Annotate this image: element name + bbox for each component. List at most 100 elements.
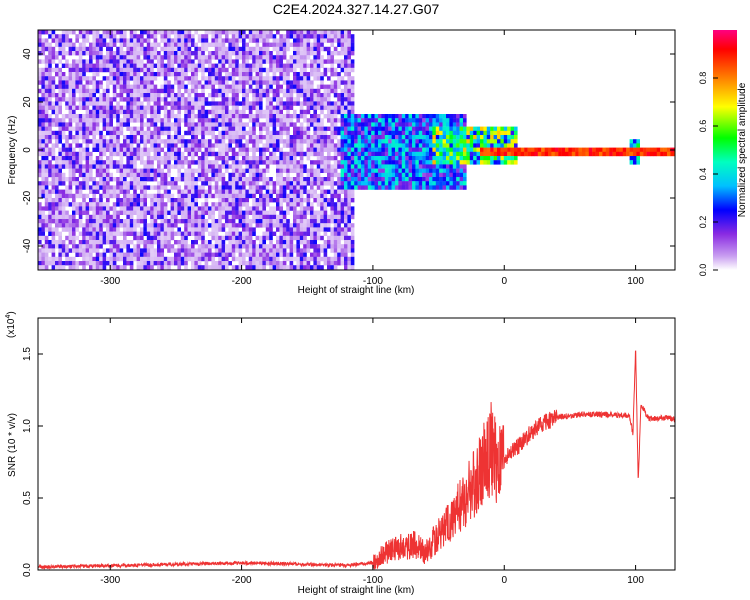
- heatmap-cell: [276, 261, 280, 266]
- heatmap-cell: [259, 55, 263, 60]
- heatmap-cell: [405, 172, 409, 178]
- heatmap-cell: [174, 240, 178, 245]
- heatmap-cell: [231, 252, 236, 257]
- heatmap-cell: [350, 42, 355, 47]
- heatmap-cell: [102, 135, 107, 140]
- heatmap-cell: [228, 51, 232, 56]
- heatmap-cell: [163, 244, 168, 249]
- heatmap-cell: [265, 109, 270, 115]
- heatmap-cell: [153, 252, 158, 257]
- heatmap-cell: [170, 51, 175, 56]
- heatmap-cell: [51, 143, 56, 148]
- heatmap-cell: [75, 122, 79, 127]
- heatmap-cell: [231, 198, 236, 203]
- heatmap-cell: [225, 38, 229, 43]
- heatmap-cell: [286, 206, 290, 211]
- heatmap-cell: [235, 206, 239, 211]
- heatmap-cell: [323, 160, 328, 165]
- heatmap-cell: [140, 46, 144, 52]
- heatmap-cell: [72, 105, 76, 110]
- heatmap-cell: [68, 67, 73, 73]
- heatmap-cell: [58, 80, 62, 85]
- heatmap-cell: [344, 252, 348, 257]
- heatmap-cell: [75, 88, 79, 94]
- heatmap-cell: [89, 206, 93, 211]
- heatmap-cell: [112, 177, 117, 182]
- heatmap-cell: [78, 101, 83, 106]
- heatmap-cell: [129, 118, 134, 123]
- heatmap-cell: [333, 202, 338, 207]
- heatmap-cell: [116, 181, 120, 186]
- heatmap-cell: [289, 135, 294, 140]
- heatmap-cell: [170, 156, 175, 161]
- heatmap-cell: [296, 235, 300, 241]
- heatmap-cell: [201, 177, 205, 182]
- heatmap-cell: [58, 244, 62, 249]
- heatmap-cell: [197, 172, 202, 178]
- heatmap-cell: [357, 114, 362, 119]
- heatmap-cell: [99, 244, 103, 249]
- heatmap-cell: [330, 168, 334, 173]
- heatmap-cell: [170, 101, 175, 106]
- heatmap-cell: [163, 261, 168, 266]
- heatmap-cell: [170, 109, 175, 115]
- heatmap-cell: [174, 76, 178, 81]
- heatmap-cell: [150, 59, 154, 64]
- heatmap-cell: [259, 240, 263, 245]
- heatmap-cell: [415, 164, 419, 169]
- heatmap-cell: [265, 198, 270, 203]
- heatmap-cell: [320, 72, 324, 77]
- heatmap-cell: [221, 193, 226, 199]
- heatmap-cell: [89, 93, 93, 98]
- heatmap-cell: [136, 156, 141, 161]
- heatmap-cell: [143, 139, 147, 144]
- heatmap-cell: [225, 256, 229, 262]
- heatmap-cell: [310, 202, 314, 207]
- heatmap-cell: [255, 84, 260, 89]
- heatmap-cell: [140, 93, 144, 98]
- heatmap-cell: [92, 231, 96, 236]
- heatmap-cell: [299, 252, 304, 257]
- heatmap-cell: [129, 231, 134, 236]
- heatmap-cell: [238, 172, 243, 178]
- heatmap-cell: [201, 118, 205, 123]
- heatmap-cell: [286, 63, 290, 68]
- heatmap-cell: [160, 168, 164, 173]
- heatmap-cell: [225, 30, 229, 35]
- heatmap-cell: [119, 256, 124, 262]
- heatmap-cell: [344, 143, 348, 148]
- heatmap-cell: [279, 135, 283, 140]
- heatmap-cell: [184, 181, 188, 186]
- heatmap-cell: [412, 130, 416, 136]
- heatmap-cell: [303, 214, 307, 220]
- heatmap-cell: [323, 227, 328, 232]
- heatmap-cell: [228, 130, 232, 136]
- heatmap-cell: [344, 105, 348, 110]
- heatmap-cell: [401, 114, 406, 119]
- heatmap-cell: [242, 256, 246, 262]
- heatmap-cell: [106, 181, 110, 186]
- heatmap-cell: [187, 126, 192, 131]
- heatmap-cell: [245, 97, 249, 102]
- heatmap-cell: [211, 63, 215, 68]
- heatmap-cell: [48, 122, 52, 127]
- heatmap-cell: [384, 147, 389, 152]
- heatmap-cell: [109, 126, 113, 131]
- heatmap-cell: [61, 147, 66, 152]
- heatmap-cell: [347, 55, 351, 60]
- heatmap-cell: [119, 156, 124, 161]
- heatmap-cell: [269, 42, 273, 47]
- heatmap-cell: [422, 122, 426, 127]
- heatmap-cell: [160, 126, 164, 131]
- heatmap-cell: [102, 185, 107, 190]
- heatmap-cell: [41, 30, 45, 35]
- heatmap-cell: [357, 147, 362, 152]
- heatmap-cell: [204, 139, 209, 144]
- heatmap-cell: [211, 214, 215, 220]
- heatmap-cell: [293, 42, 297, 47]
- heatmap-cell: [418, 160, 423, 165]
- heatmap-cell: [408, 168, 413, 173]
- heatmap-cell: [242, 244, 246, 249]
- heatmap-cell: [242, 235, 246, 241]
- heatmap-cell: [306, 181, 311, 186]
